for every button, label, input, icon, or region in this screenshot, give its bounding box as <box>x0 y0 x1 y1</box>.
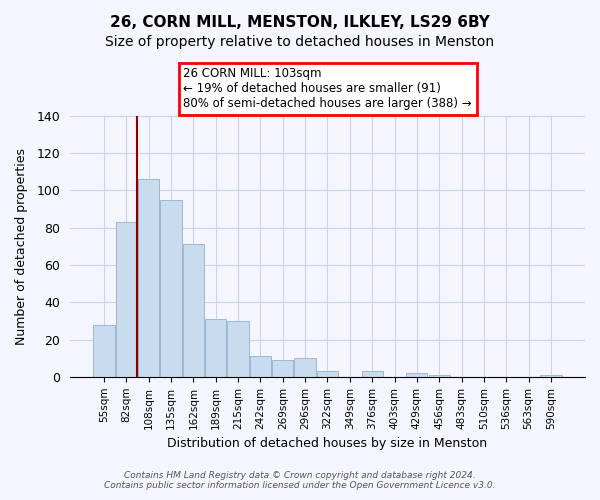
Bar <box>428 375 450 377</box>
Bar <box>541 375 562 377</box>
Bar <box>295 358 316 377</box>
Bar <box>205 319 226 377</box>
Bar <box>250 356 271 377</box>
Bar <box>183 244 204 377</box>
Bar <box>406 373 427 377</box>
Text: 26, CORN MILL, MENSTON, ILKLEY, LS29 6BY: 26, CORN MILL, MENSTON, ILKLEY, LS29 6BY <box>110 15 490 30</box>
Bar <box>160 200 182 377</box>
Bar <box>272 360 293 377</box>
Bar <box>317 371 338 377</box>
Y-axis label: Number of detached properties: Number of detached properties <box>15 148 28 345</box>
Bar <box>362 371 383 377</box>
Text: Contains HM Land Registry data © Crown copyright and database right 2024.
Contai: Contains HM Land Registry data © Crown c… <box>104 470 496 490</box>
X-axis label: Distribution of detached houses by size in Menston: Distribution of detached houses by size … <box>167 437 488 450</box>
Bar <box>227 321 248 377</box>
Bar <box>94 324 115 377</box>
Bar <box>116 222 137 377</box>
Text: Size of property relative to detached houses in Menston: Size of property relative to detached ho… <box>106 35 494 49</box>
Bar <box>138 179 159 377</box>
Text: 26 CORN MILL: 103sqm
← 19% of detached houses are smaller (91)
80% of semi-detac: 26 CORN MILL: 103sqm ← 19% of detached h… <box>183 68 472 110</box>
